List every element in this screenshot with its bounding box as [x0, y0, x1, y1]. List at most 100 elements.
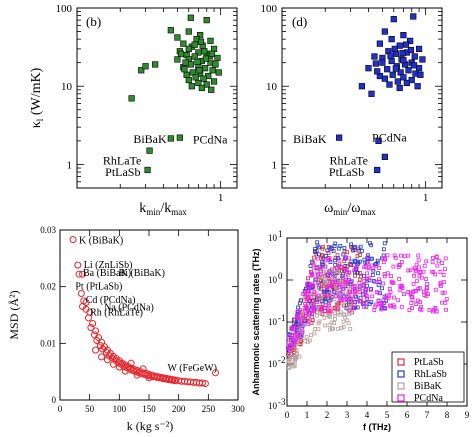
data-point — [320, 312, 325, 317]
x-tick-label: 2 — [325, 410, 330, 420]
x-tick-label: 1 — [218, 192, 224, 204]
data-point — [301, 292, 306, 296]
data-point — [315, 240, 320, 245]
data-point — [295, 310, 300, 315]
y-tick-label: 10 — [268, 317, 278, 327]
data-point — [365, 260, 370, 265]
data-point — [346, 279, 350, 284]
data-point — [345, 250, 349, 255]
data-point — [365, 283, 369, 288]
legend-marker — [397, 382, 405, 390]
data-point — [316, 272, 321, 276]
data-point — [382, 272, 387, 276]
data-point — [327, 292, 332, 296]
panel-d-xlabel: ωmin/ωmax — [324, 201, 376, 217]
data-point — [323, 258, 327, 263]
data-point — [315, 310, 320, 315]
data-point — [363, 301, 368, 306]
data-point — [416, 253, 421, 258]
data-point — [366, 266, 371, 271]
data-point — [415, 45, 423, 53]
legend-marker — [397, 370, 405, 378]
data-point — [203, 81, 210, 88]
data-point — [210, 78, 218, 85]
data-point — [381, 298, 386, 303]
data-point — [374, 68, 381, 75]
data-point — [417, 265, 421, 270]
data-point — [121, 367, 129, 375]
data-point — [176, 134, 183, 141]
data-point — [374, 166, 381, 174]
annotation-label: Cd (PCdNa) — [86, 295, 136, 306]
data-point — [316, 245, 321, 250]
data-point — [388, 57, 395, 65]
data-point — [347, 308, 352, 313]
data-point — [442, 290, 447, 295]
x-tick-label: 200 — [172, 404, 186, 414]
data-point — [411, 53, 418, 60]
data-point — [171, 377, 179, 385]
data-point — [364, 304, 369, 309]
y-tick-label: 10 — [268, 359, 278, 369]
data-point — [352, 306, 357, 311]
data-point — [294, 324, 299, 328]
data-point — [191, 53, 198, 60]
data-point — [327, 256, 332, 261]
data-point — [406, 253, 410, 258]
data-point — [313, 249, 317, 254]
annotation-label: Na (PCdNa) — [104, 303, 154, 314]
data-point — [311, 309, 316, 314]
data-point — [349, 298, 353, 303]
data-point — [311, 307, 316, 312]
data-point — [421, 269, 426, 274]
y-tick-label: 10 — [266, 81, 278, 93]
data-point — [409, 301, 414, 306]
data-point — [198, 379, 206, 387]
annotation-label: Ba (BiBaK) — [83, 268, 131, 279]
panel-d-ticks: 1 10 100 1 — [261, 3, 442, 204]
data-point — [348, 301, 353, 306]
data-point — [361, 283, 365, 288]
data-point — [310, 301, 315, 306]
data-point — [399, 50, 406, 57]
x-tick-label: 50 — [85, 404, 95, 414]
data-point — [327, 298, 332, 303]
data-point — [365, 297, 370, 301]
data-point — [417, 274, 422, 279]
data-point — [347, 256, 351, 261]
data-point — [286, 346, 290, 351]
data-point — [316, 321, 321, 326]
data-point — [305, 340, 310, 344]
data-point — [139, 365, 147, 373]
x-tick-label: 3 — [345, 410, 350, 420]
data-point — [384, 293, 389, 298]
data-point — [414, 83, 421, 90]
data-point — [381, 281, 386, 286]
data-point — [340, 292, 345, 297]
data-point — [320, 307, 324, 312]
data-point — [337, 264, 341, 268]
x-tick-label: 1 — [305, 410, 310, 420]
data-point — [138, 67, 145, 74]
data-point — [334, 294, 339, 299]
data-point — [347, 293, 352, 298]
data-point — [408, 291, 413, 296]
data-point — [196, 67, 203, 74]
legend-label: BiBaK — [414, 381, 443, 392]
data-point — [383, 306, 388, 311]
data-point — [212, 61, 219, 68]
data-point — [311, 305, 316, 309]
data-point — [288, 344, 293, 349]
x-tick-label: 0 — [285, 410, 290, 420]
data-point — [386, 81, 393, 88]
data-point — [302, 306, 307, 310]
data-point — [300, 330, 305, 335]
data-point — [303, 339, 308, 343]
data-point — [354, 265, 359, 270]
data-point — [366, 255, 371, 260]
data-point — [306, 319, 311, 324]
data-point — [382, 274, 387, 279]
data-point — [79, 270, 87, 278]
